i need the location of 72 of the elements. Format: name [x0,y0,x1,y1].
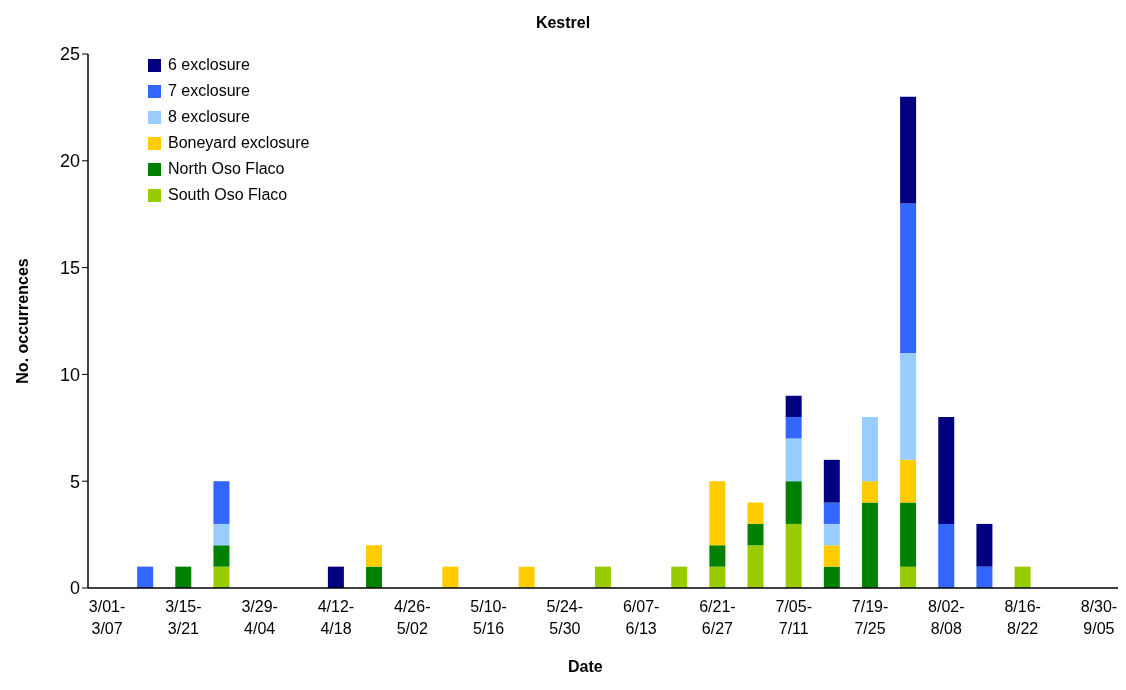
legend-label: North Oso Flaco [168,159,285,179]
bar [594,566,611,588]
bar [709,545,726,567]
bar [213,481,230,524]
x-tick-label: 5/10-5/16 [470,598,507,637]
x-tick-label: 5/24-5/30 [546,598,584,637]
bar [900,566,917,588]
bar [938,523,955,588]
bar [785,438,802,482]
bar [823,523,840,546]
bar [785,523,802,588]
y-tick-label: 0 [69,578,80,599]
bar [823,502,840,524]
y-tick-label: 5 [69,471,80,492]
bar [938,417,955,524]
bar [823,545,840,567]
bar [900,353,917,460]
x-tick-label: 6/21-6/27 [699,598,736,637]
bar [175,566,192,588]
bar [747,502,764,524]
x-tick-label: 7/05-7/11 [775,598,812,637]
bar [366,566,383,588]
legend-label: 7 exclosure [168,81,250,101]
x-tick-label: 6/07-6/13 [622,598,660,637]
bar [213,545,230,567]
bar [900,96,917,204]
bar [861,481,878,503]
bar [709,481,726,546]
bar [213,523,230,546]
legend-label: South Oso Flaco [168,185,288,205]
x-tick-label: 8/16-8/22 [1004,598,1041,637]
legend-label: Boneyard exclosure [168,133,310,153]
bar [861,417,878,482]
bar [900,459,917,503]
x-tick-label: 3/29-4/04 [241,598,278,637]
bar [785,481,802,524]
chart-title: Kestrel [534,14,592,32]
bar [366,545,383,567]
y-tick-label: 10 [59,364,80,385]
bar [442,566,459,588]
bar [1014,566,1031,588]
bar [823,459,840,503]
bar [900,502,917,567]
x-axis-title: Date [568,658,603,676]
legend-label: 6 exclosure [168,55,250,75]
bar [823,566,840,588]
bar [709,566,726,588]
bar [861,502,878,588]
x-tick-label: 3/01-3/07 [88,598,126,637]
bar [518,566,535,588]
bar [747,523,764,546]
bar [671,566,688,588]
bar [976,566,993,588]
legend-label: 8 exclosure [168,107,250,127]
bar [785,395,802,418]
bar [900,203,917,354]
bar [976,523,993,567]
y-tick-label: 25 [59,44,80,65]
x-tick-label: 8/30-9/05 [1080,598,1118,637]
bar [213,566,230,588]
x-tick-label: 4/26-5/02 [394,598,431,637]
y-tick-label: 20 [59,151,80,172]
y-axis-title: No. occurrences [13,258,31,384]
bar [785,417,802,439]
bar [137,566,154,588]
bar [327,566,344,588]
y-tick-label: 15 [59,257,80,278]
bar [747,545,764,588]
x-tick-label: 3/15-3/21 [165,598,202,637]
x-tick-label: 8/02-8/08 [928,598,965,637]
x-tick-label: 7/19-7/25 [851,598,889,637]
x-tick-label: 4/12-4/18 [317,598,355,637]
